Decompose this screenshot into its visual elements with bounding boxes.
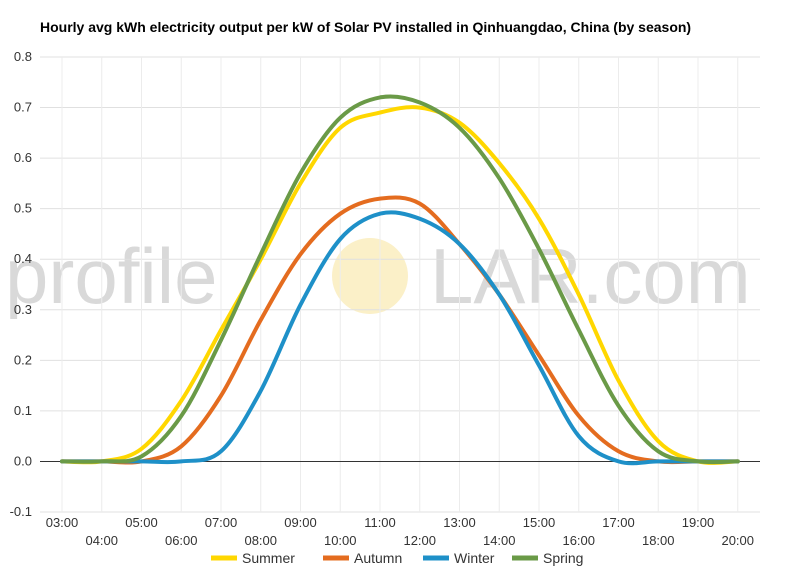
x-tick-label: 10:00 <box>324 533 357 548</box>
series-line-spring <box>60 94 740 465</box>
watermark-sun-icon <box>332 238 408 314</box>
x-tick-label: 09:00 <box>284 515 317 530</box>
y-tick-label: 0.2 <box>14 352 32 367</box>
x-tick-label: 15:00 <box>523 515 556 530</box>
chart-title: Hourly avg kWh electricity output per kW… <box>40 19 692 35</box>
x-tick-label: 06:00 <box>165 533 198 548</box>
y-tick-label: 0.7 <box>14 100 32 115</box>
x-tick-label: 14:00 <box>483 533 516 548</box>
y-tick-label: 0.6 <box>14 150 32 165</box>
x-tick-label: 04:00 <box>85 533 118 548</box>
legend-label-winter: Winter <box>454 550 495 566</box>
y-tick-label: 0.8 <box>14 49 32 64</box>
x-tick-label: 07:00 <box>205 515 238 530</box>
x-tick-label: 19:00 <box>682 515 715 530</box>
y-tick-label: 0.5 <box>14 201 32 216</box>
legend: Summer Autumn Winter Spring <box>211 550 583 566</box>
y-tick-label: 0.1 <box>14 403 32 418</box>
watermark-suffix: LAR.com <box>430 232 751 320</box>
x-tick-label: 18:00 <box>642 533 675 548</box>
legend-label-spring: Spring <box>543 550 583 566</box>
legend-label-summer: Summer <box>242 550 295 566</box>
watermark-prefix: profile <box>5 232 217 320</box>
x-tick-label: 08:00 <box>244 533 277 548</box>
x-tick-label: 20:00 <box>721 533 754 548</box>
y-tick-label: 0.0 <box>14 453 32 468</box>
x-tick-label: 05:00 <box>125 515 158 530</box>
y-tick-label: -0.1 <box>10 504 32 519</box>
y-tick-label: 0.4 <box>14 251 32 266</box>
x-tick-label: 12:00 <box>403 533 436 548</box>
legend-label-autumn: Autumn <box>354 550 402 566</box>
x-tick-label: 16:00 <box>562 533 595 548</box>
series-lines <box>60 94 740 466</box>
x-tick-label: 03:00 <box>46 515 79 530</box>
series-line-winter <box>60 210 740 466</box>
series-line-summer <box>60 105 740 465</box>
x-tick-label: 11:00 <box>364 515 396 530</box>
y-tick-label: 0.3 <box>14 302 32 317</box>
x-tick-label: 13:00 <box>443 515 476 530</box>
series-line-autumn <box>60 195 740 465</box>
watermark: profile LAR.com <box>5 232 751 320</box>
x-tick-label: 17:00 <box>602 515 635 530</box>
